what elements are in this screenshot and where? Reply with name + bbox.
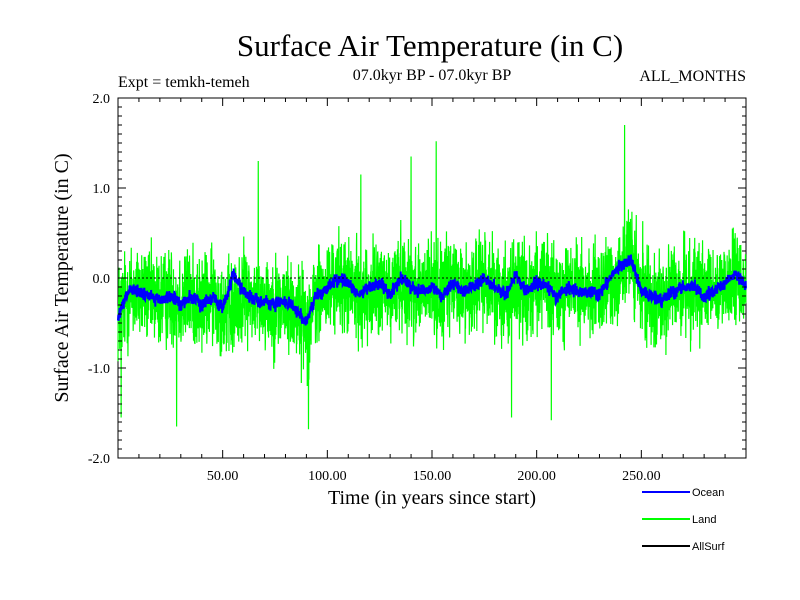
subtitle-center: 07.0kyr BP - 07.0kyr BP [353,67,512,84]
y-axis-label: Surface Air Temperature (in C) [51,153,73,402]
series-line-land [117,124,747,430]
x-tick-label: 150.00 [413,469,452,484]
legend-ocean-label: Ocean [692,487,724,499]
series-line-ocean [117,254,747,326]
legend-land-label: Land [692,514,716,526]
x-tick-label: 250.00 [622,469,661,484]
y-tick-label: -1.0 [88,362,110,377]
legend-allsurf-label: AllSurf [692,541,725,553]
y-ticks: -2.0 -1.0 0.0 1.0 2.0 [88,92,746,467]
y-tick-label: 0.0 [93,272,111,287]
legend: Ocean Land AllSurf [642,487,725,553]
y-tick-label: 1.0 [93,182,111,197]
x-tick-label: 200.00 [517,469,556,484]
subtitle-left: Expt = temkh-temeh [118,74,250,91]
series-ocean [117,254,747,326]
y-tick-label: -2.0 [88,452,110,467]
x-axis-label: Time (in years since start) [328,487,536,509]
series-land [117,124,747,430]
chart-title: Surface Air Temperature (in C) [237,28,623,63]
plot-area: -2.0 -1.0 0.0 1.0 2.0 50.00 100.00 150.00 200.0… [88,92,747,484]
subtitle-right: ALL_MONTHS [639,68,746,85]
y-tick-label: 2.0 [93,92,111,107]
x-ticks: 50.00 100.00 150.00 200.00 250.00 [117,98,747,484]
x-tick-label: 50.00 [207,469,239,484]
x-tick-label: 100.00 [308,469,347,484]
